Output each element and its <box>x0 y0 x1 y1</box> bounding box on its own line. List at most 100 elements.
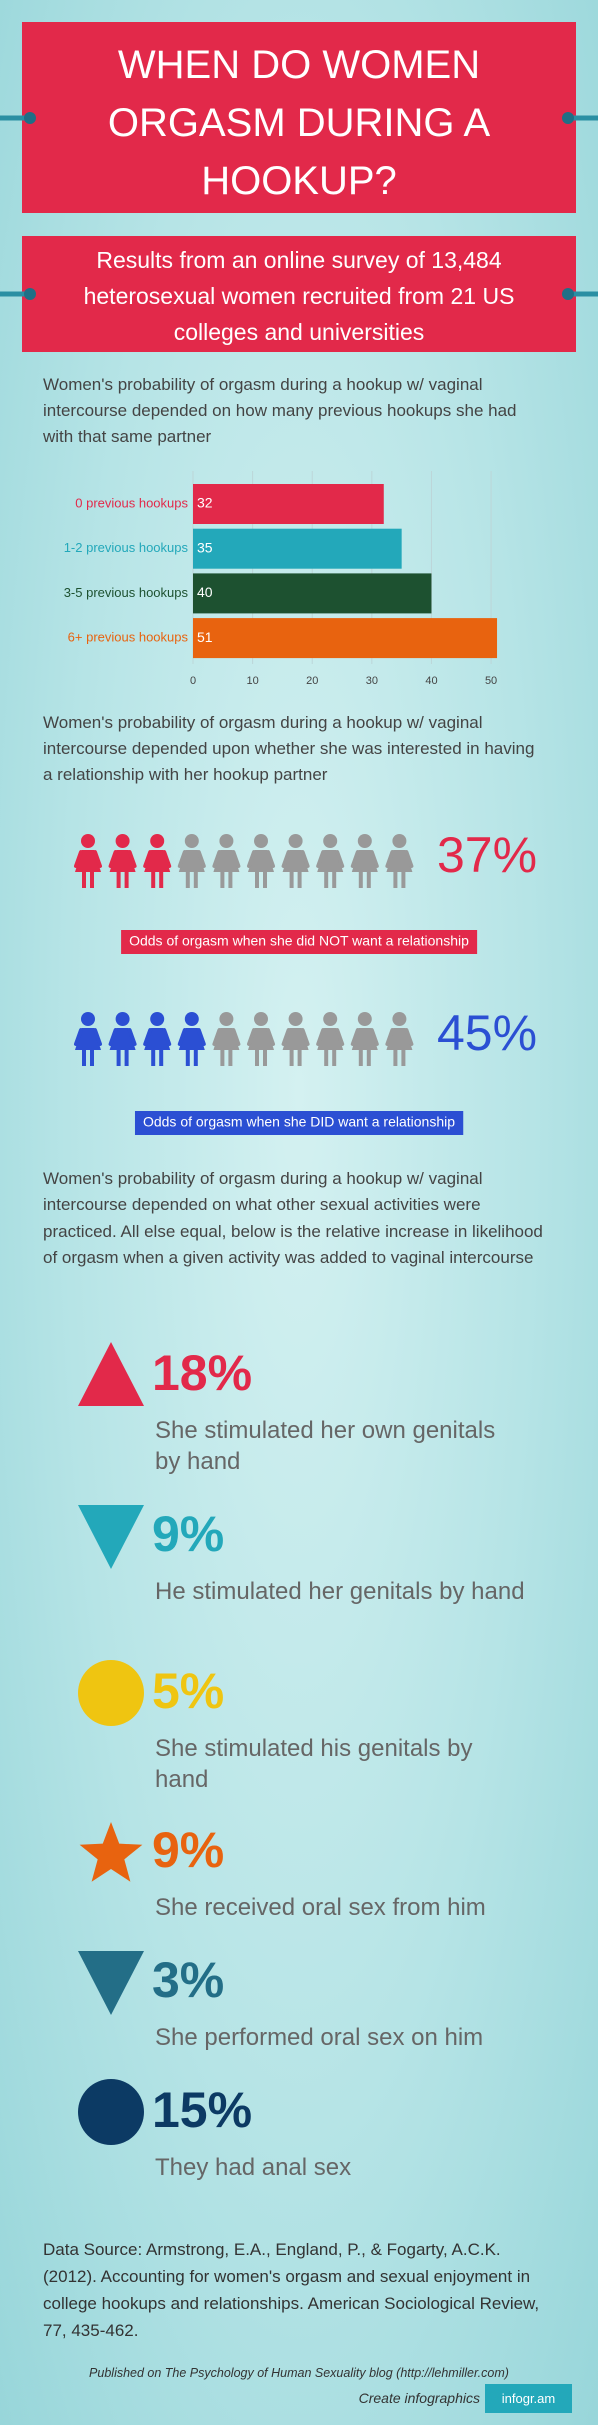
relationship-label: Odds of orgasm when she DID want a relat… <box>143 1114 455 1130</box>
figure <box>247 1012 275 1066</box>
figure-leg <box>324 1050 329 1066</box>
figure-arm <box>300 850 310 868</box>
figure <box>74 1012 102 1066</box>
bar-value-label: 40 <box>197 584 213 600</box>
figure-leg <box>220 1050 225 1066</box>
figure-leg <box>393 1050 398 1066</box>
bar <box>193 528 402 569</box>
rope-knot <box>562 288 574 300</box>
figure-head <box>150 834 165 848</box>
figure-arm <box>350 850 360 868</box>
figure-leg <box>393 872 398 888</box>
figure <box>74 834 102 888</box>
x-tick-label: 30 <box>366 675 378 687</box>
activity-label: She stimulated her own genitals by hand <box>155 1417 496 1475</box>
figure-leg <box>401 872 406 888</box>
figure-head <box>219 1012 234 1026</box>
figure-arm <box>196 1028 206 1046</box>
figure-arm <box>231 850 241 868</box>
icon <box>78 1342 144 1406</box>
figure-leg <box>324 872 329 888</box>
icon <box>78 1951 144 2015</box>
figure-arm <box>335 1028 345 1046</box>
figure-arm <box>247 850 256 868</box>
bar-value-label: 51 <box>197 629 213 645</box>
percent: 18% <box>152 1345 252 1401</box>
rope-knot <box>24 112 36 124</box>
figure-arm <box>404 1028 414 1046</box>
figure-leg <box>220 872 225 888</box>
activity-label: She stimulated his genitals by hand <box>155 1735 473 1793</box>
bar-value-label: 32 <box>197 495 213 511</box>
category-label: 1-2 previous hookups <box>64 540 189 555</box>
figure-leg <box>358 872 363 888</box>
figure-leg <box>297 872 302 888</box>
figure-arm <box>231 1028 241 1046</box>
x-tick-label: 10 <box>246 675 258 687</box>
figure-arm <box>108 1028 118 1046</box>
figure-arm <box>74 1028 83 1046</box>
category-label: 6+ previous hookups <box>68 630 189 645</box>
figure-head <box>81 1012 95 1026</box>
figure-leg <box>159 1050 164 1066</box>
figure-leg <box>193 872 198 888</box>
category-label: 0 previous hookups <box>75 495 188 510</box>
figure <box>385 834 414 888</box>
figure-head <box>392 1012 407 1026</box>
figure-leg <box>255 872 259 888</box>
icon <box>79 1822 143 1882</box>
figure-leg <box>401 1050 406 1066</box>
figure <box>350 834 379 888</box>
figure-arm <box>212 850 222 868</box>
figure-arm <box>177 850 187 868</box>
figure <box>177 834 206 888</box>
figure <box>385 1012 414 1066</box>
figure-leg <box>263 872 267 888</box>
figure-leg <box>332 1050 337 1066</box>
figure-leg <box>159 872 164 888</box>
figure-arm <box>177 1028 187 1046</box>
figure-arm <box>108 850 118 868</box>
figure-arm <box>93 1028 102 1046</box>
percent: 9% <box>152 1822 224 1878</box>
activity-label: She received oral sex from him <box>155 1894 486 1921</box>
title: WHEN DO WOMEN ORGASM DURING A HOOKUP? <box>107 43 491 203</box>
figure-arm <box>162 850 172 868</box>
figure <box>316 1012 345 1066</box>
figure-leg <box>228 872 233 888</box>
activity-label: They had anal sex <box>155 2154 352 2181</box>
figure-arm <box>266 850 275 868</box>
activity-label: She performed oral sex on him <box>155 2024 484 2051</box>
figure-leg <box>151 1050 156 1066</box>
rope-knot <box>562 112 574 124</box>
x-tick-label: 40 <box>425 675 437 687</box>
percent: 5% <box>152 1663 224 1719</box>
figure <box>143 834 172 888</box>
figure-head <box>288 834 303 848</box>
figure-arm <box>143 1028 153 1046</box>
figure <box>281 834 310 888</box>
figure-leg <box>185 1050 190 1066</box>
figure-arm <box>281 1028 291 1046</box>
bar <box>193 618 498 659</box>
figure-arm <box>93 850 102 868</box>
figure <box>316 834 345 888</box>
figure-leg <box>151 872 156 888</box>
relationship-label: Odds of orgasm when she did NOT want a r… <box>129 933 469 949</box>
figure-leg <box>366 1050 371 1066</box>
figure-head <box>392 834 407 848</box>
published: Published on The Psychology of Human Sex… <box>89 2366 509 2380</box>
percent: 45% <box>437 1005 537 1061</box>
figure-leg <box>358 1050 363 1066</box>
figure-arm <box>212 1028 222 1046</box>
chart-caption: Women's probability of orgasm during a h… <box>43 375 517 446</box>
icon <box>78 1660 144 1726</box>
figure-leg <box>116 872 121 888</box>
bar <box>193 573 432 614</box>
bar <box>193 484 384 524</box>
figure-arm <box>266 1028 275 1046</box>
figure-head <box>115 1012 130 1026</box>
figure-arm <box>316 850 326 868</box>
